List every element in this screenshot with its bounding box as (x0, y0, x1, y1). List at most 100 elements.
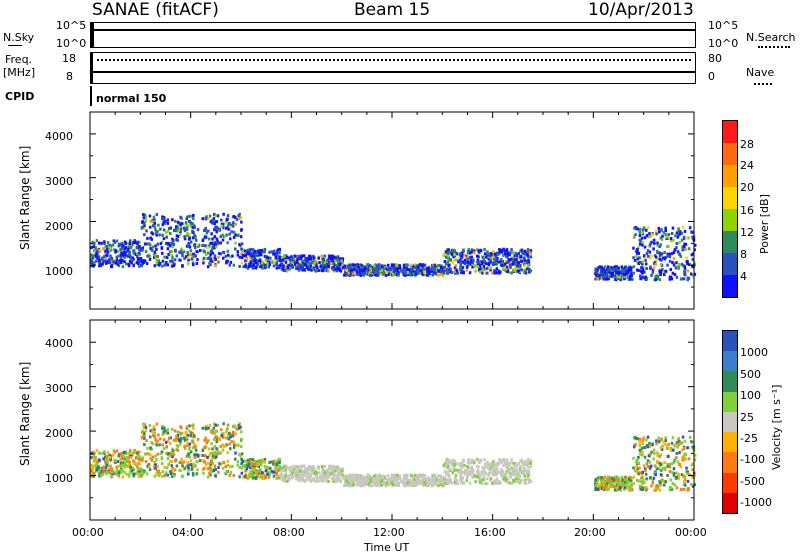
echo-cell (164, 429, 167, 433)
echo-cell (166, 457, 170, 461)
echo-cell (494, 258, 498, 262)
echo-cell (669, 237, 673, 240)
echo-cell (680, 231, 684, 235)
echo-cell (234, 233, 237, 237)
echo-cell (503, 462, 507, 466)
echo-cell (638, 230, 641, 234)
echo-cell (639, 471, 642, 475)
echo-cell (486, 250, 489, 254)
echo-cell (202, 261, 205, 265)
echo-cell (336, 477, 340, 481)
echo-cell (513, 479, 516, 483)
echo-cell (466, 263, 470, 267)
echo-cell (283, 476, 287, 480)
echo-cell (236, 463, 240, 467)
echo-cell (240, 452, 244, 456)
echo-cell (445, 465, 448, 469)
echo-cell (268, 473, 271, 477)
echo-cell (168, 460, 172, 464)
echo-cell (421, 264, 424, 267)
echo-cell (641, 475, 644, 479)
echo-cell (453, 480, 457, 484)
echo-cell (323, 254, 327, 258)
echo-cell (268, 250, 271, 254)
echo-cell (148, 453, 152, 457)
echo-cell (666, 263, 669, 267)
echo-cell (691, 274, 695, 278)
echo-cell (610, 485, 613, 489)
echo-cell (350, 268, 354, 272)
echo-cell (178, 258, 181, 262)
echo-cell (138, 475, 141, 479)
echo-cell (238, 426, 241, 430)
echo-cell (628, 487, 632, 491)
echo-cell (161, 432, 165, 436)
echo-cell (492, 257, 496, 261)
echo-cell (227, 227, 231, 231)
axis-ticks (89, 111, 695, 520)
echo-cell (505, 252, 509, 256)
echo-cell (211, 454, 215, 458)
echo-cell (336, 255, 340, 259)
echo-cell (599, 271, 602, 275)
echo-cell (461, 470, 464, 474)
velocity-colorbar (722, 330, 738, 514)
echo-cell (120, 471, 123, 475)
echo-cell (238, 255, 241, 259)
echo-cell (500, 257, 503, 261)
echo-cell (196, 243, 199, 247)
echo-cell (238, 217, 241, 221)
echo-cell (496, 467, 499, 471)
echo-cell (153, 256, 156, 260)
echo-cell (148, 424, 152, 428)
echo-cell (442, 253, 445, 257)
echo-cell (282, 264, 285, 268)
echo-cell (121, 265, 125, 269)
echo-cell (281, 256, 284, 260)
echo-cell (248, 249, 252, 253)
echo-cell (372, 480, 376, 484)
echo-cell (339, 268, 342, 272)
echo-cell (605, 484, 608, 488)
echo-cell (320, 465, 324, 469)
echo-cell (128, 452, 132, 455)
echo-cell (211, 218, 214, 222)
echo-cell (121, 464, 124, 467)
echo-cell (149, 225, 152, 229)
echo-cell (246, 266, 250, 270)
power-ytick-3000: 3000 (45, 175, 73, 188)
echo-cell (454, 482, 457, 486)
echo-cell (425, 273, 429, 277)
echo-cell (509, 265, 512, 269)
echo-cell (422, 268, 426, 272)
echo-cell (286, 266, 289, 269)
echo-cell (103, 450, 106, 454)
echo-cell (291, 261, 294, 265)
echo-cell (136, 252, 139, 256)
xtick-1: 04:00 (172, 526, 204, 539)
echo-cell (220, 218, 223, 222)
echo-cell (191, 471, 195, 475)
echo-cell (162, 237, 166, 241)
echo-cell (309, 257, 313, 261)
echo-cell (204, 426, 208, 430)
echo-cell (652, 457, 655, 461)
echo-cell (151, 428, 154, 432)
echo-cell (486, 482, 489, 485)
echo-cell (348, 264, 352, 268)
echo-cell (613, 274, 616, 278)
echo-cell (444, 460, 448, 464)
echo-cell (334, 259, 337, 263)
echo-cell (306, 261, 309, 265)
echo-cell (408, 272, 412, 276)
echo-cell (215, 455, 218, 459)
echo-cell (506, 269, 509, 273)
echo-cell (360, 482, 363, 486)
echo-cell (661, 478, 664, 482)
echo-cell (166, 466, 169, 470)
echo-cell (145, 229, 148, 233)
echo-cell (487, 263, 490, 267)
echo-cell (455, 252, 459, 256)
echo-cell (675, 242, 679, 245)
echo-cell (382, 271, 385, 275)
